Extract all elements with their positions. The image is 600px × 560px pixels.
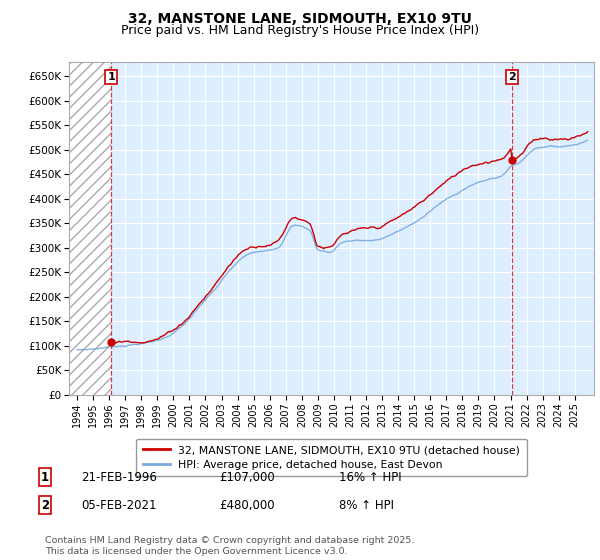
Text: 16% ↑ HPI: 16% ↑ HPI xyxy=(339,470,401,484)
Text: Contains HM Land Registry data © Crown copyright and database right 2025.
This d: Contains HM Land Registry data © Crown c… xyxy=(45,536,415,556)
Text: 32, MANSTONE LANE, SIDMOUTH, EX10 9TU: 32, MANSTONE LANE, SIDMOUTH, EX10 9TU xyxy=(128,12,472,26)
Text: £107,000: £107,000 xyxy=(219,470,275,484)
Text: 2: 2 xyxy=(508,72,516,82)
Text: 2: 2 xyxy=(41,498,49,512)
Bar xyxy=(69,62,111,395)
Text: Price paid vs. HM Land Registry's House Price Index (HPI): Price paid vs. HM Land Registry's House … xyxy=(121,24,479,37)
Legend: 32, MANSTONE LANE, SIDMOUTH, EX10 9TU (detached house), HPI: Average price, deta: 32, MANSTONE LANE, SIDMOUTH, EX10 9TU (d… xyxy=(136,438,527,476)
Text: 21-FEB-1996: 21-FEB-1996 xyxy=(81,470,157,484)
Text: 1: 1 xyxy=(107,72,115,82)
Text: 1: 1 xyxy=(41,470,49,484)
Text: 8% ↑ HPI: 8% ↑ HPI xyxy=(339,498,394,512)
Text: 05-FEB-2021: 05-FEB-2021 xyxy=(81,498,157,512)
Text: £480,000: £480,000 xyxy=(219,498,275,512)
